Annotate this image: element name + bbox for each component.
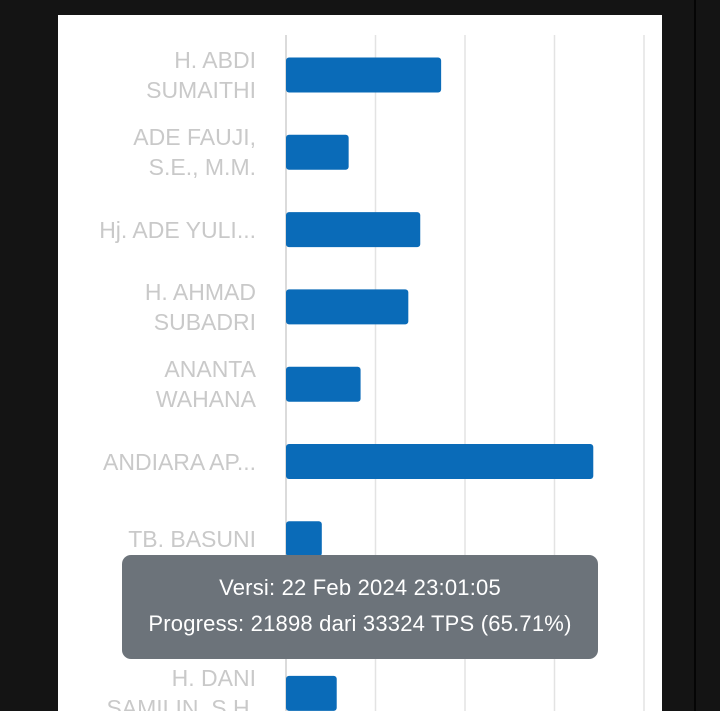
bar[interactable]	[286, 289, 409, 325]
bar[interactable]	[286, 366, 361, 402]
bar[interactable]	[286, 521, 322, 557]
progress-tooltip: Versi: 22 Feb 2024 23:01:05 Progress: 21…	[122, 555, 598, 659]
category-label: TB. BASUNI	[128, 525, 256, 552]
bar[interactable]	[286, 212, 421, 248]
category-label: ANANTA WAHANA	[155, 356, 256, 413]
bar[interactable]	[286, 675, 337, 711]
version-text: Versi: 22 Feb 2024 23:01:05	[219, 575, 501, 600]
bar-chart	[285, 35, 645, 711]
bar[interactable]	[286, 57, 442, 93]
category-label: ANDIARA AP...	[103, 448, 256, 475]
category-label: Hj. ADE YULI...	[99, 216, 256, 243]
category-label: H. ABDI SUMAITHI	[146, 47, 256, 103]
screen-edge	[694, 0, 696, 711]
category-label: ADE FAUJI, S.E., M.M.	[133, 124, 256, 181]
category-label: H. AHMAD SUBADRI	[144, 278, 256, 335]
progress-text: Progress: 21898 dari 33324 TPS (65.71%)	[148, 611, 572, 636]
bar[interactable]	[286, 134, 349, 170]
category-label: H. DANI SAMILIN, S.H.	[106, 665, 256, 711]
bar[interactable]	[286, 444, 594, 479]
